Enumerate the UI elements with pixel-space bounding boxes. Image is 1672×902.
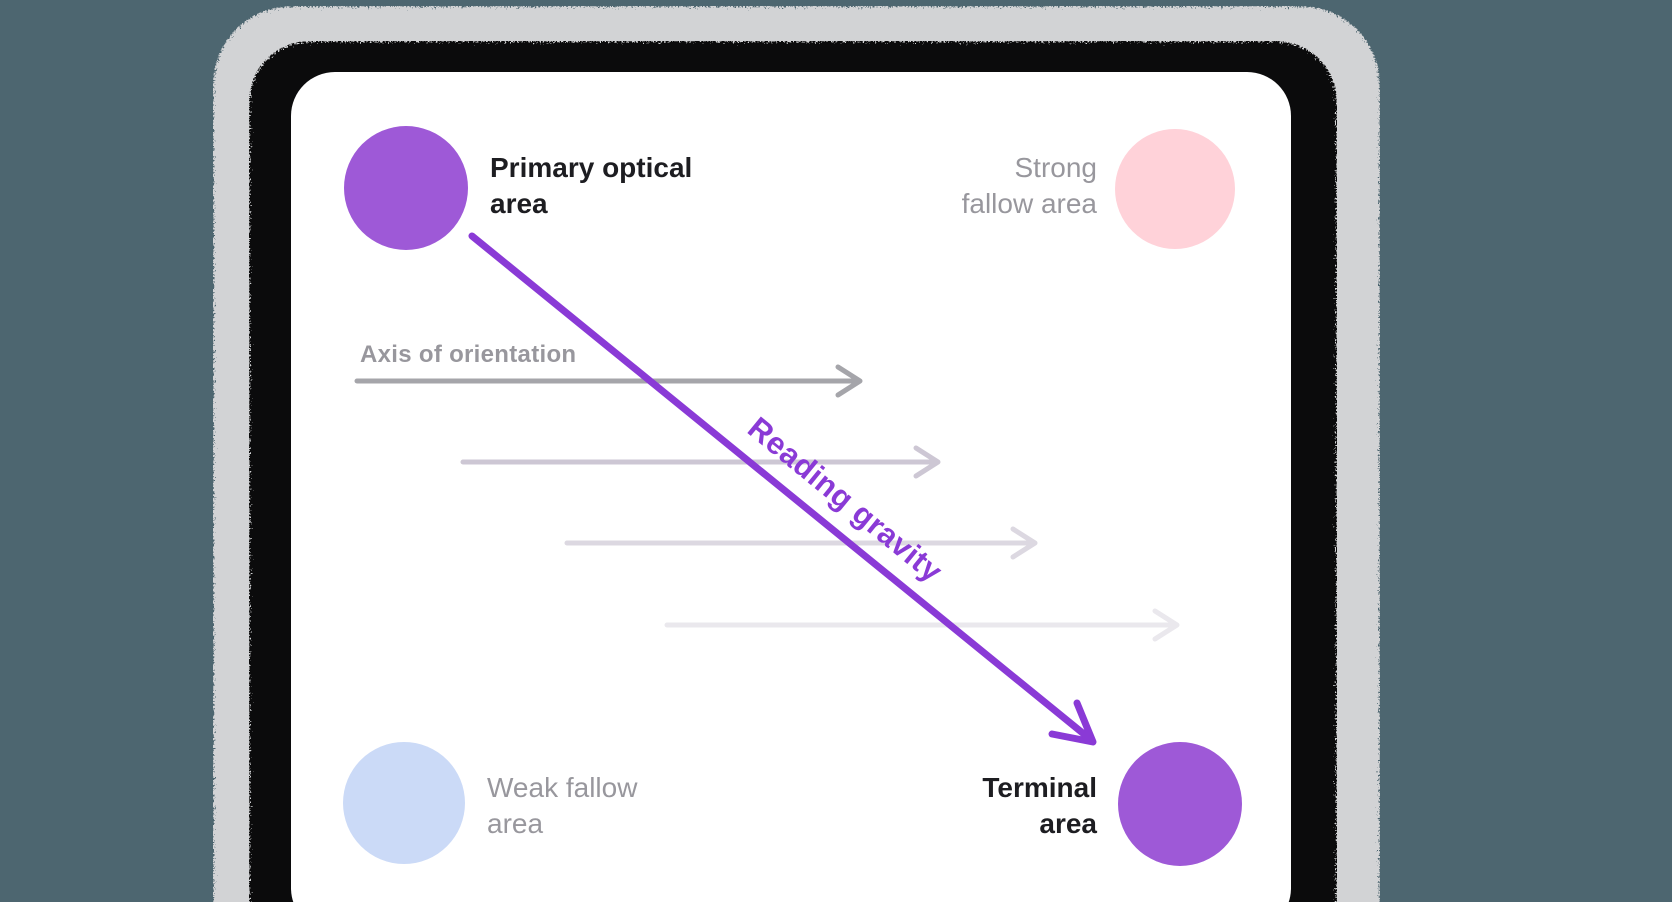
terminal-circle (1118, 742, 1242, 866)
strong-fallow-label: Strong fallow area (962, 150, 1097, 222)
strong-fallow-circle (1115, 129, 1235, 249)
axis-arrow-1 (354, 364, 863, 398)
axis-arrow-3 (564, 526, 1038, 560)
primary-optical-label-line1: Primary optical (490, 152, 693, 183)
terminal-label-line2: area (1039, 808, 1097, 839)
terminal-label: Terminal area (982, 770, 1097, 842)
axis-of-orientation-label: Axis of orientation (360, 341, 577, 368)
weak-fallow-label-line2: area (487, 808, 544, 839)
primary-optical-circle (344, 126, 468, 250)
axis-arrow-4 (664, 608, 1180, 642)
weak-fallow-circle (343, 742, 465, 864)
terminal-label-line1: Terminal (982, 772, 1097, 803)
primary-optical-label-line2: area (490, 188, 548, 219)
weak-fallow-label: Weak fallow area (487, 770, 637, 842)
weak-fallow-label-line1: Weak fallow (487, 772, 638, 803)
strong-fallow-label-line2: fallow area (961, 188, 1097, 219)
strong-fallow-label-line1: Strong (1014, 152, 1098, 183)
primary-optical-label: Primary optical area (490, 150, 692, 222)
axis-arrow-2 (460, 445, 941, 479)
reading-gravity-arrow (468, 232, 1097, 746)
